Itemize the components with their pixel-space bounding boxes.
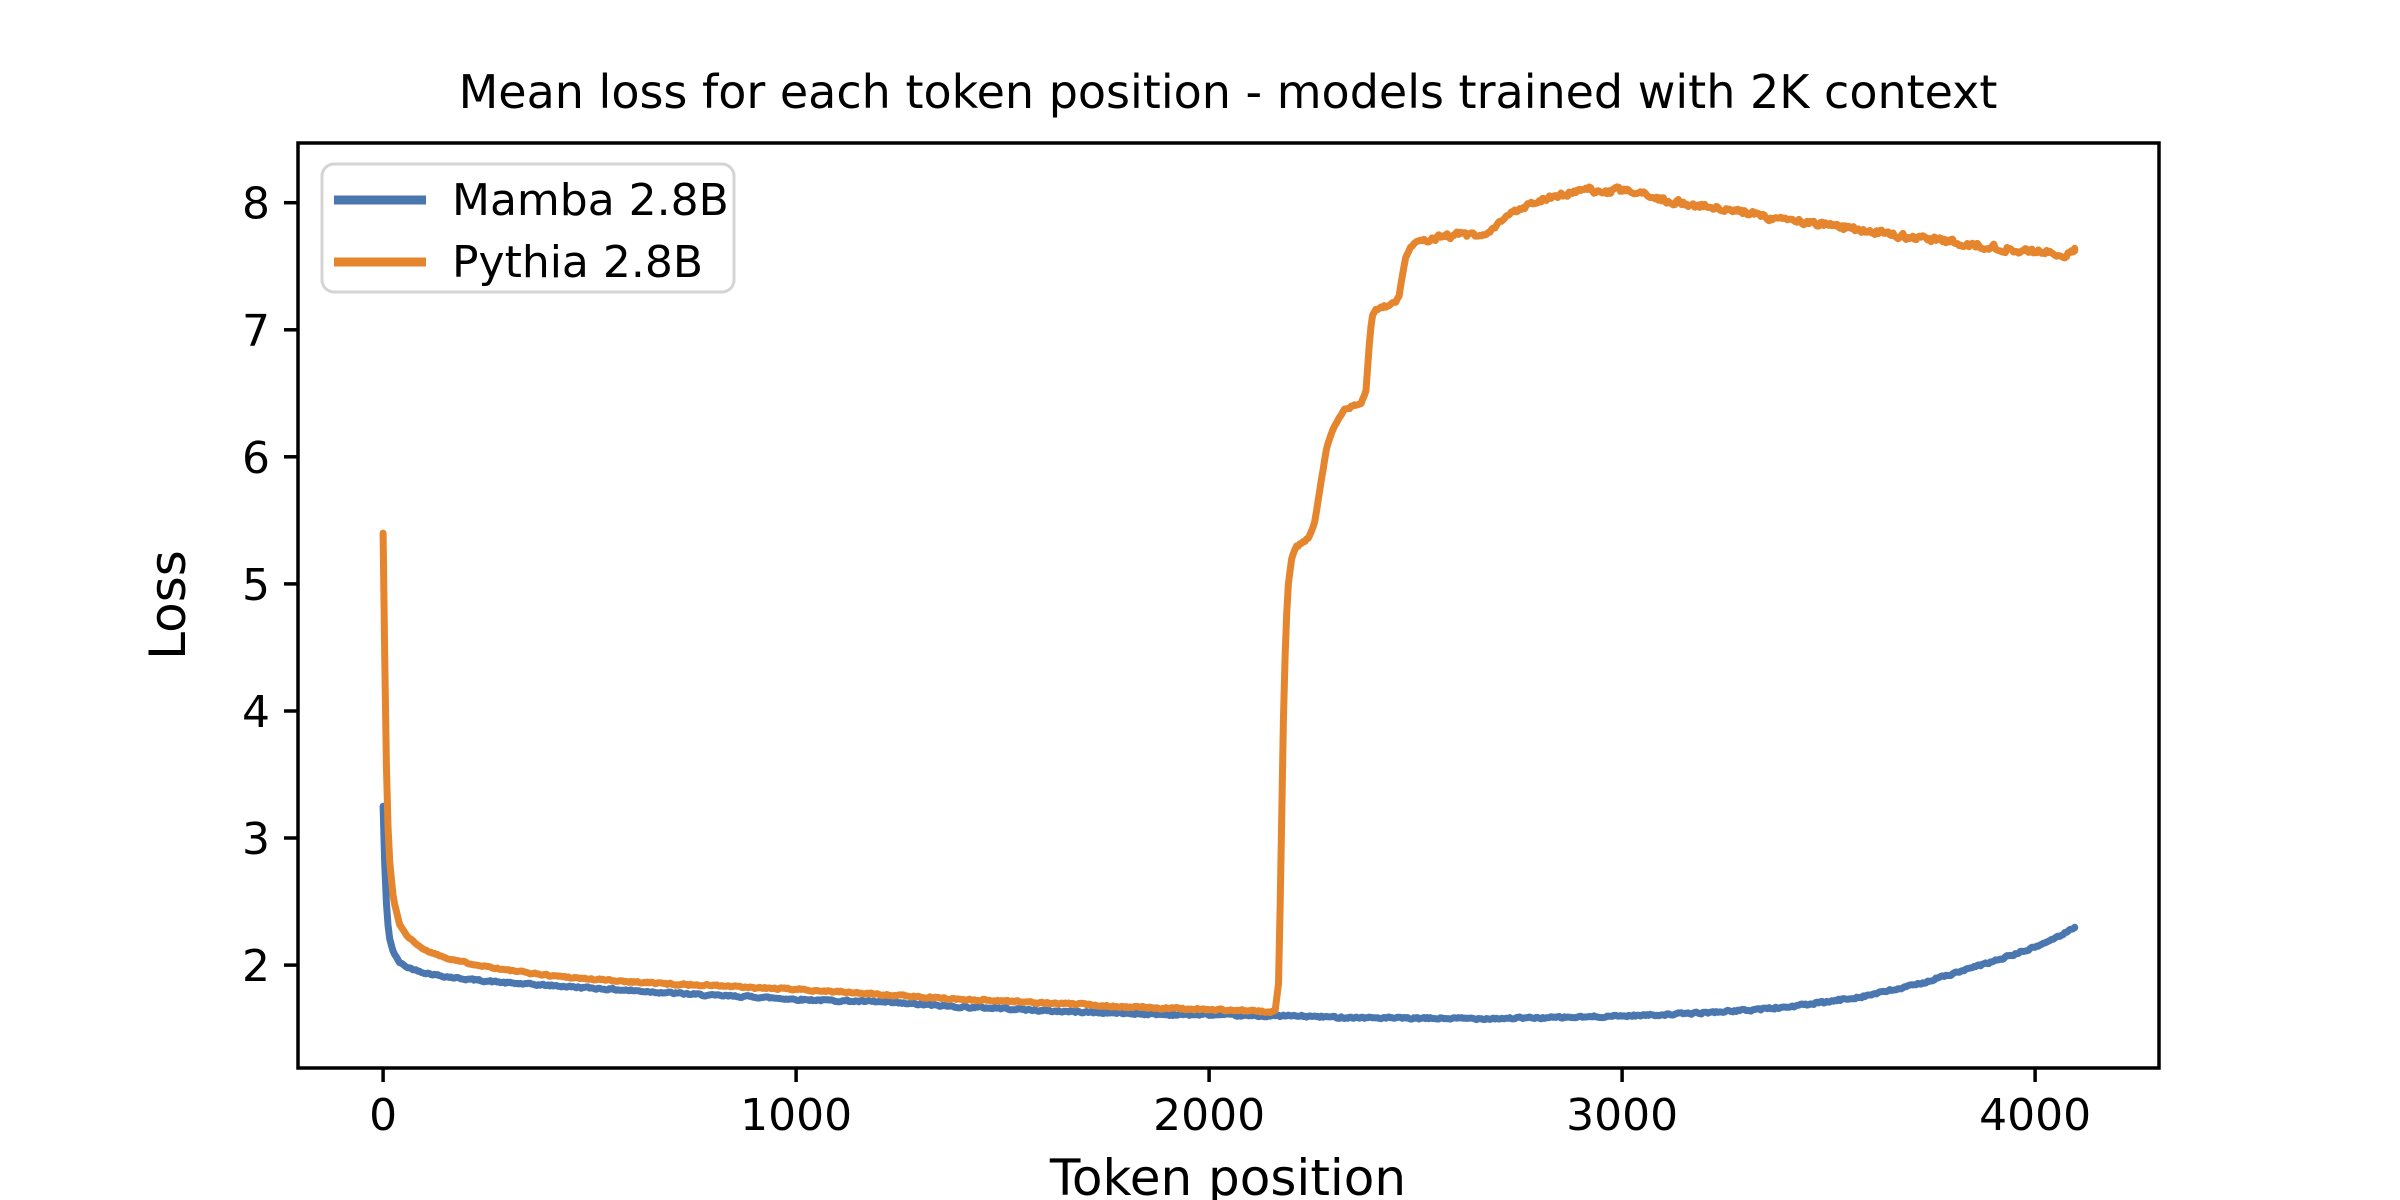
legend: Mamba 2.8B Pythia 2.8B	[320, 162, 736, 294]
series-line-pythia-2-8b	[379, 183, 2079, 1017]
x-tick-label: 4000	[1979, 1090, 2091, 1141]
x-axis-label: Token position	[1049, 1149, 1406, 1200]
legend-label-pythia: Pythia 2.8B	[452, 237, 703, 288]
x-tick-label: 1000	[740, 1090, 852, 1141]
y-tick-label: 8	[242, 179, 270, 230]
ticks-layer: 0 1000 2000 3000 4000 2 3 4 5 6 7 8	[242, 179, 2091, 1141]
axes-spines	[296, 141, 2161, 1070]
y-tick-label: 2	[242, 941, 270, 992]
series-layer	[379, 183, 2079, 1024]
y-tick-label: 5	[242, 560, 270, 611]
y-tick-label: 3	[242, 814, 270, 865]
plot-area	[298, 143, 2159, 1068]
y-axis-label: Loss	[139, 550, 197, 660]
series-line-mamba-2-8b	[379, 802, 2079, 1024]
x-tick-label: 0	[369, 1090, 397, 1141]
chart-title: Mean loss for each token position - mode…	[459, 65, 1998, 119]
y-tick-label: 7	[242, 306, 270, 357]
y-tick-label: 4	[242, 687, 270, 738]
y-tick-label: 6	[242, 433, 270, 484]
x-tick-label: 3000	[1566, 1090, 1678, 1141]
legend-label-mamba: Mamba 2.8B	[452, 175, 729, 226]
x-tick-label: 2000	[1153, 1090, 1265, 1141]
